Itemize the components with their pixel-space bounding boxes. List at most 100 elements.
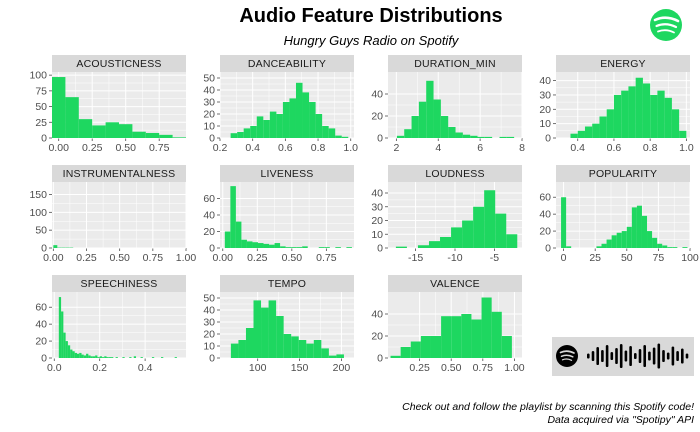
histogram-bar (263, 120, 270, 138)
y-tick-label: 40 (539, 75, 551, 87)
y-tick-label: 0 (377, 133, 383, 145)
histogram-bar (161, 357, 164, 358)
histogram-bar (261, 307, 269, 358)
facet-strip (52, 165, 186, 182)
histogram-bar (291, 336, 299, 358)
x-tick-label: 0.25 (409, 362, 430, 374)
histogram-bar (390, 355, 401, 358)
x-tick-label: 0.00 (43, 252, 64, 264)
histogram-bar (289, 98, 296, 138)
histogram-bar (309, 102, 316, 138)
x-tick-label: 0.4 (245, 142, 260, 154)
bars (224, 186, 352, 248)
x-tick-label: 100 (681, 252, 699, 264)
histogram-bar (72, 351, 75, 358)
x-tick-label: 0.00 (48, 142, 69, 154)
histogram-bar (584, 126, 593, 138)
y-tick-label: 0 (41, 243, 47, 255)
histogram-bar (285, 247, 292, 248)
code-bar (648, 351, 651, 361)
x-tick-label: 6 (477, 142, 483, 154)
facet-strip (388, 55, 522, 72)
histogram-bar (132, 131, 146, 138)
histogram-bar (606, 109, 614, 138)
y-tick-label: 10 (203, 121, 215, 133)
histogram-bar (104, 356, 107, 358)
y-tick-label: 0 (209, 243, 215, 255)
histogram-bar (86, 353, 89, 358)
histogram-bar (246, 241, 253, 248)
histogram-bar (484, 136, 493, 138)
histogram-bar (321, 348, 329, 358)
code-bar (624, 350, 628, 362)
histogram-bar (462, 220, 474, 248)
facet-title: POPULARITY (589, 168, 658, 180)
y-tick-label: 30 (371, 201, 383, 213)
histogram-bar (230, 133, 238, 138)
histogram-bar (63, 332, 66, 358)
histogram-bar (596, 246, 602, 248)
x-tick-label: 2 (393, 142, 399, 154)
histogram-bar (336, 354, 344, 358)
y-tick-label: 0 (545, 243, 551, 255)
histogram-bar (115, 357, 118, 358)
y-tick-label: 0 (41, 353, 47, 365)
histogram-bar (499, 136, 507, 138)
histogram-bar (145, 132, 160, 138)
code-bar (610, 352, 614, 360)
histogram-bar (129, 357, 132, 358)
histogram-bar (88, 355, 91, 358)
histogram-bar (151, 357, 155, 358)
bars (570, 77, 687, 138)
code-bar (681, 348, 684, 364)
histogram-bar (67, 345, 71, 358)
y-tick-label: 75 (35, 85, 47, 97)
histogram-bar (250, 126, 257, 138)
y-tick-label: 20 (203, 329, 215, 341)
bars (395, 190, 518, 248)
y-tick-label: 25 (35, 117, 47, 129)
code-bar (634, 353, 637, 359)
histogram-bar (346, 247, 352, 248)
code-bar (601, 350, 604, 362)
bars (230, 82, 349, 138)
histogram-bar (263, 243, 270, 248)
code-bar (657, 343, 661, 369)
histogram-bar (283, 334, 292, 358)
histogram-bar (224, 231, 231, 248)
x-tick-label: 25 (589, 252, 601, 264)
histogram-bar (79, 352, 82, 358)
y-tick-label: 40 (539, 209, 551, 221)
bars (52, 77, 186, 138)
histogram-bar (70, 349, 73, 358)
caption-scan: Check out and follow the playlist by sca… (402, 401, 694, 413)
histogram-bar (626, 226, 632, 248)
histogram-bar (417, 245, 429, 248)
y-tick-label: 100 (29, 207, 47, 219)
histogram-bar (298, 340, 307, 358)
histogram-bar (159, 134, 173, 138)
y-tick-label: 40 (371, 309, 383, 321)
histogram-bar (256, 116, 264, 138)
facet-title: LOUDNESS (425, 168, 484, 180)
facet-liveness: LIVENESS 0.00 0.25 0.50 0.75 0 20 40 60 (203, 165, 354, 264)
histogram-bar (451, 316, 462, 358)
y-tick-label: 60 (539, 192, 551, 204)
histogram-bar (430, 336, 442, 358)
x-tick-label: 0.75 (149, 142, 170, 154)
histogram-bar (433, 99, 441, 138)
histogram-bar (455, 132, 463, 138)
code-bar (666, 352, 670, 360)
histogram-bar (105, 122, 119, 138)
histogram-bar (52, 77, 66, 138)
histogram-bar (657, 90, 665, 138)
histogram-bar (470, 135, 478, 138)
facet-title: DANCEABILITY (248, 58, 326, 70)
code-bar (662, 350, 665, 362)
histogram-bar (642, 83, 651, 138)
y-tick-label: 10 (539, 118, 551, 130)
histogram-bar (461, 314, 472, 358)
facet-acousticness: ACOUSTICNESS 0.00 0.25 0.50 0.75 0 25 50 75 100 (29, 55, 186, 154)
